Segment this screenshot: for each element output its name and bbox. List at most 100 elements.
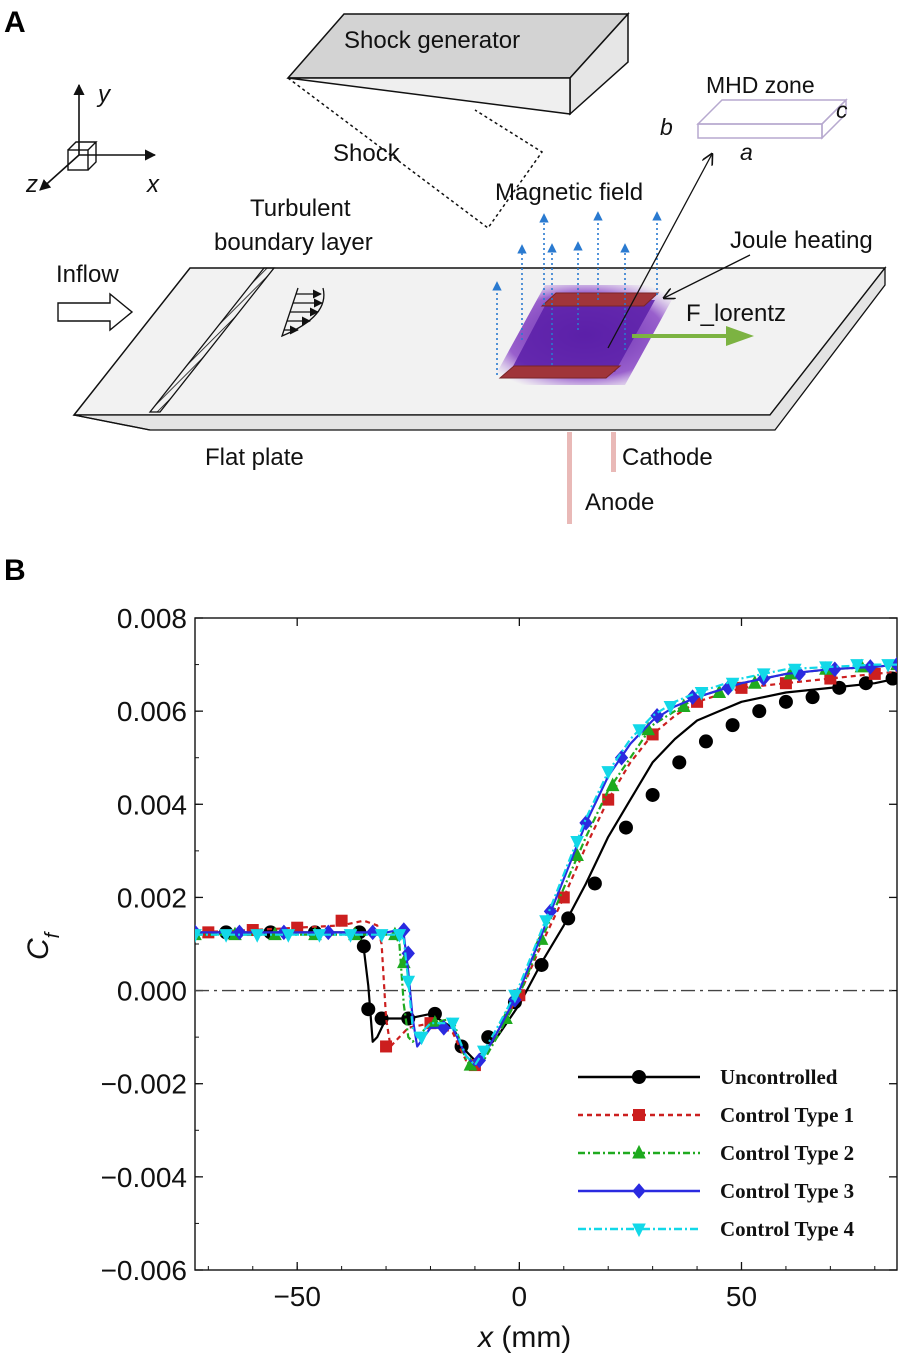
mhd-dim-c: c <box>836 97 848 123</box>
axis-x-label: x <box>146 171 160 198</box>
series-uncontrolled <box>195 671 897 1062</box>
data-point <box>343 929 358 943</box>
data-point <box>752 704 767 719</box>
anode-lead <box>567 432 572 524</box>
legend-marker <box>632 1183 646 1199</box>
series-line <box>195 663 897 1067</box>
magnetic-field-arrows <box>492 211 662 375</box>
data-point <box>672 755 687 770</box>
data-point <box>778 694 793 709</box>
electrode-back <box>540 292 660 307</box>
series-control-type-2 <box>195 656 897 1071</box>
turbulent-label-1: Turbulent <box>250 195 351 222</box>
data-point <box>587 876 602 891</box>
data-point <box>437 1020 451 1036</box>
plasma-region <box>490 285 680 385</box>
mhd-zone-label: MHD zone <box>706 72 815 98</box>
series-line <box>195 670 897 1067</box>
f-lorentz-label: F_lorentz <box>686 300 786 327</box>
data-point <box>881 659 895 673</box>
data-point <box>694 687 709 701</box>
panel-b: B −0.006 −0.004 −0.002 0.000 0.002 0.004 0.006… <box>4 554 898 1354</box>
series-line <box>195 663 897 1067</box>
data-point <box>561 911 576 926</box>
electrode-front <box>498 365 622 379</box>
series-control-type-4 <box>195 659 897 1067</box>
axis-z-label: z <box>25 171 38 198</box>
data-point <box>698 734 713 749</box>
y-tick-label: 0.004 <box>117 789 187 820</box>
mhd-zone-box <box>696 98 848 140</box>
shock-generator: Shock generator <box>286 12 630 116</box>
mhd-dim-b: b <box>660 114 673 140</box>
y-tick-label: −0.004 <box>101 1162 187 1193</box>
x-axis-label: x (mm) <box>476 1321 571 1354</box>
y-ticks: −0.006 −0.004 −0.002 0.000 0.002 0.004 0.006 0.… <box>101 603 897 1286</box>
x-axis-label-unit: (mm) <box>493 1321 571 1354</box>
legend-label: Uncontrolled <box>720 1065 838 1089</box>
panel-a: A y x z Shock generator Shock <box>4 6 887 524</box>
data-point <box>685 689 700 705</box>
data-point <box>281 929 296 943</box>
data-point <box>805 690 820 705</box>
data-point <box>557 891 570 904</box>
data-point <box>380 1040 393 1053</box>
anode-label: Anode <box>585 489 654 516</box>
data-point <box>361 1002 376 1017</box>
legend-marker <box>633 1109 645 1121</box>
y-tick-label: 0.008 <box>117 603 187 634</box>
cathode-lead <box>611 432 616 472</box>
data-point <box>605 777 620 792</box>
data-point <box>312 929 327 943</box>
data-point <box>401 975 416 990</box>
data-point <box>335 914 348 927</box>
data-point <box>725 718 740 733</box>
inflow-arrow-icon <box>57 292 134 332</box>
data-point <box>414 1031 429 1046</box>
data-point <box>645 787 660 802</box>
data-point <box>534 957 549 972</box>
cathode-label: Cathode <box>622 444 713 471</box>
series-line <box>195 677 897 1062</box>
data-point <box>195 929 202 943</box>
y-axis-label-sub: f <box>42 930 64 938</box>
legend-marker <box>632 1144 646 1159</box>
cf-chart: −0.006 −0.004 −0.002 0.000 0.002 0.004 0.006 0.… <box>22 603 898 1354</box>
y-axis-label: Cf <box>22 930 64 960</box>
x-ticks: −50 0 50 <box>207 618 876 1312</box>
data-point <box>614 749 629 766</box>
axis-y-label: y <box>96 81 112 108</box>
magnetic-field-label: Magnetic field <box>495 179 643 206</box>
data-point <box>819 661 833 676</box>
coordinate-axes: y x z <box>25 81 160 198</box>
data-point <box>374 929 389 943</box>
series-control-type-3 <box>195 656 897 1069</box>
flat-plate-label: Flat plate <box>205 444 304 471</box>
inflow-label: Inflow <box>56 261 119 288</box>
shock-generator-label: Shock generator <box>344 27 520 54</box>
data-point <box>601 766 616 780</box>
velocity-profile <box>280 287 325 338</box>
turbulent-label-2: boundary layer <box>214 229 373 256</box>
data-point <box>356 939 371 954</box>
mhd-dim-a: a <box>740 139 753 165</box>
data-point <box>618 820 633 835</box>
x-axis-label-var: x <box>476 1321 494 1354</box>
data-point <box>570 836 584 850</box>
panel-b-letter: B <box>4 554 26 587</box>
lorentz-arrow-icon <box>632 326 754 346</box>
x-tick-label: 50 <box>726 1281 757 1312</box>
mhd-pointer-line <box>607 154 712 349</box>
shock-lines <box>287 77 544 230</box>
x-tick-label: −50 <box>273 1281 321 1312</box>
unit-cube <box>67 141 98 171</box>
z-axis-arrow <box>39 154 80 191</box>
data-point <box>858 676 873 691</box>
data-point <box>850 659 864 673</box>
y-tick-label: 0.002 <box>117 882 187 913</box>
data-point <box>476 1045 491 1060</box>
series-control-type-1 <box>195 667 897 1072</box>
data-point <box>832 680 847 695</box>
legend-label: Control Type 4 <box>720 1217 855 1241</box>
joule-pointer-line <box>664 254 751 298</box>
